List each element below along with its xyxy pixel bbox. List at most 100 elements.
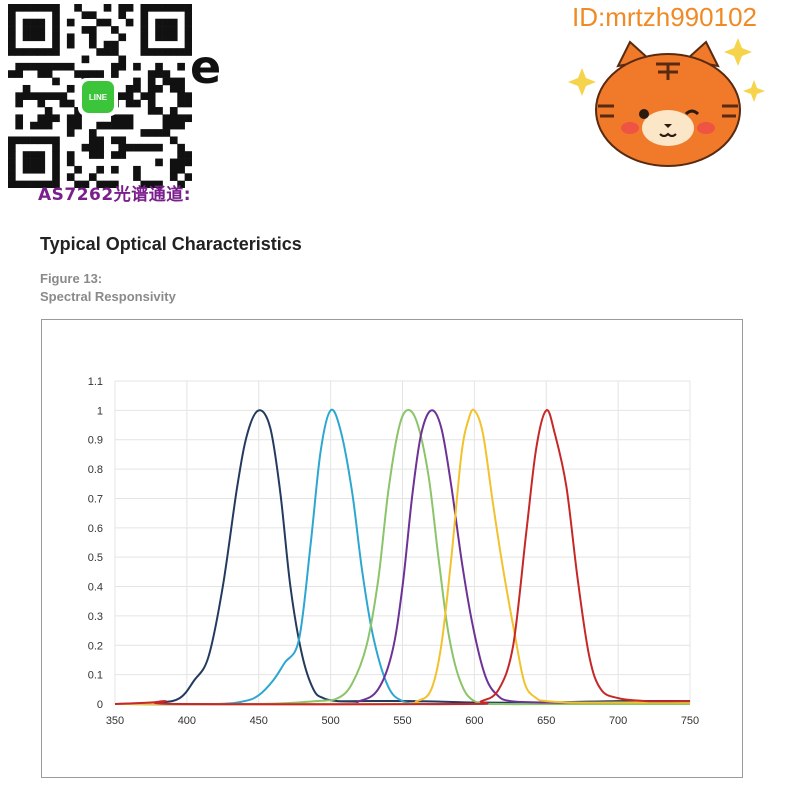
y-axis-ticks: 0 0.1 0.2 0.3 0.4 0.5 0.6 0.7 0.8 0.9 1 1.1 (88, 376, 103, 711)
qr-module (44, 92, 53, 100)
qr-module (155, 107, 163, 115)
qr-module (169, 173, 178, 181)
qr-module (125, 92, 134, 100)
qr-module (52, 48, 60, 56)
qr-module (96, 151, 104, 159)
qr-module (81, 180, 90, 188)
qr-module (44, 62, 53, 71)
channel-label: AS7262光谱通道: (38, 185, 192, 205)
qr-module (169, 48, 178, 56)
qr-module (147, 107, 156, 115)
qr-module (140, 180, 149, 188)
qr-module (66, 99, 75, 108)
qr-module (133, 62, 141, 71)
chart-grid (114, 380, 691, 705)
chart-series (114, 408, 691, 706)
qr-module (140, 11, 149, 20)
qr-module (96, 165, 104, 174)
qr-module (52, 26, 60, 34)
qr-module (177, 158, 185, 167)
qr-module (162, 48, 171, 56)
qr-module (103, 40, 112, 49)
sparkle-icon (568, 68, 596, 96)
qr-module (88, 26, 97, 34)
qr-module (96, 121, 104, 130)
qr-module (169, 158, 178, 167)
qr-module (52, 77, 60, 86)
sparkle-icon (724, 38, 752, 66)
qr-module (88, 143, 97, 152)
qr-module (74, 121, 82, 130)
qr-module (118, 114, 127, 123)
qr-module (118, 121, 127, 130)
qr-module (177, 151, 185, 159)
qr-module (30, 158, 38, 167)
qr-module (147, 129, 156, 137)
qr-module (118, 92, 127, 100)
qr-module (8, 11, 16, 20)
qr-module (66, 158, 75, 167)
qr-module (140, 40, 149, 49)
spectral-responsivity-chart: 0 0.1 0.2 0.3 0.4 0.5 0.6 0.7 0.8 0.9 1 1.1 350 400 4… (88, 376, 699, 727)
x-tick-label: 350 (106, 715, 124, 727)
qr-module (111, 40, 119, 49)
qr-module (88, 129, 97, 137)
series-line-6 (114, 409, 691, 706)
tiger-nose (664, 124, 672, 128)
qr-module (184, 173, 192, 181)
qr-module (52, 92, 60, 100)
qr-module (184, 158, 192, 167)
qr-module (169, 33, 178, 42)
qr-module (169, 165, 178, 174)
qr-module (8, 26, 16, 34)
qr-module (22, 4, 31, 12)
qr-module (118, 136, 127, 145)
qr-module (140, 92, 149, 100)
y-tick-label: 0.9 (88, 435, 103, 447)
qr-module (140, 143, 149, 152)
qr-module (177, 92, 185, 100)
qr-module (74, 70, 82, 78)
line-logo-text: LINE (89, 93, 108, 102)
qr-module (111, 62, 119, 71)
qr-module (37, 48, 46, 56)
partial-header-glyph: e (190, 40, 222, 94)
qr-module (111, 151, 119, 159)
qr-module (111, 26, 119, 34)
tiger-blush-left (621, 122, 639, 134)
qr-module (22, 165, 31, 174)
qr-module (125, 114, 134, 123)
qr-module (140, 129, 149, 137)
qr-module (184, 48, 192, 56)
qr-module (37, 180, 46, 188)
qr-module (8, 18, 16, 27)
qr-module (118, 55, 127, 64)
qr-module (22, 48, 31, 56)
qr-module (147, 48, 156, 56)
qr-module (22, 136, 31, 145)
qr-module (66, 84, 75, 93)
qr-module (15, 92, 24, 100)
qr-module (162, 70, 171, 78)
qr-module (52, 151, 60, 159)
qr-module (44, 180, 53, 188)
qr-module (30, 33, 38, 42)
qr-module (155, 143, 163, 152)
qr-module (15, 48, 24, 56)
qr-module (8, 70, 16, 78)
series-line-3 (114, 409, 690, 706)
qr-module (155, 180, 163, 188)
qr-module (30, 180, 38, 188)
qr-module (118, 151, 127, 159)
qr-module (169, 107, 178, 115)
qr-module (37, 18, 46, 27)
qr-module (184, 4, 192, 12)
qr-module (44, 48, 53, 56)
qr-module (162, 121, 171, 130)
qr-module (30, 26, 38, 34)
qr-module (155, 62, 163, 71)
qr-module (133, 173, 141, 181)
qr-module (22, 33, 31, 42)
qr-module (15, 99, 24, 108)
qr-module (169, 121, 178, 130)
